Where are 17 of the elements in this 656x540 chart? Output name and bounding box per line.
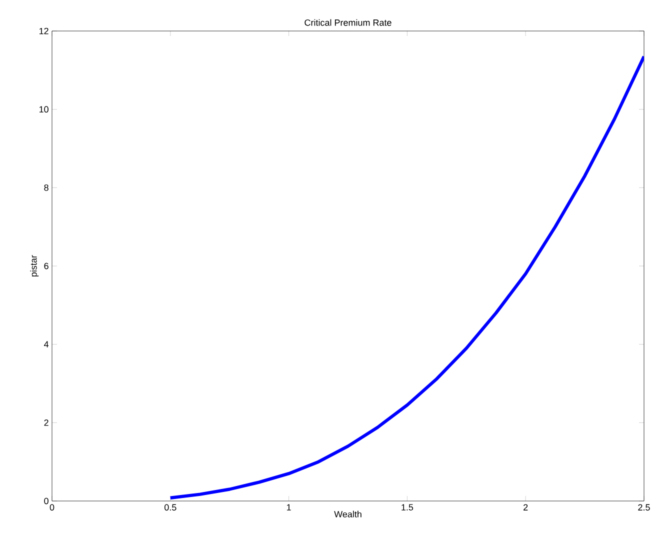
y-tick-label: 2: [44, 420, 48, 426]
x-tick-label: 1.5: [402, 504, 414, 510]
x-tick-label: 1: [286, 504, 291, 510]
y-tick-label: 8: [44, 184, 48, 191]
y-axis-title: pistar: [30, 255, 39, 276]
x-tick-label: 0.5: [164, 504, 176, 511]
y-tick-label: 10: [39, 106, 48, 113]
x-tick-label: 2.5: [638, 504, 650, 511]
x-axis-title: Wealth: [334, 510, 362, 518]
y-tick-label: 4: [44, 341, 49, 348]
chart-title: Critical Premium Rate: [304, 19, 392, 26]
x-tick-label: 2: [524, 504, 528, 510]
y-tick-label: 12: [39, 28, 48, 34]
y-tick-label: 0: [44, 498, 48, 504]
y-tick-label: 6: [44, 262, 48, 270]
x-tick-label: 0: [50, 504, 54, 511]
line-series: [168, 54, 644, 500]
